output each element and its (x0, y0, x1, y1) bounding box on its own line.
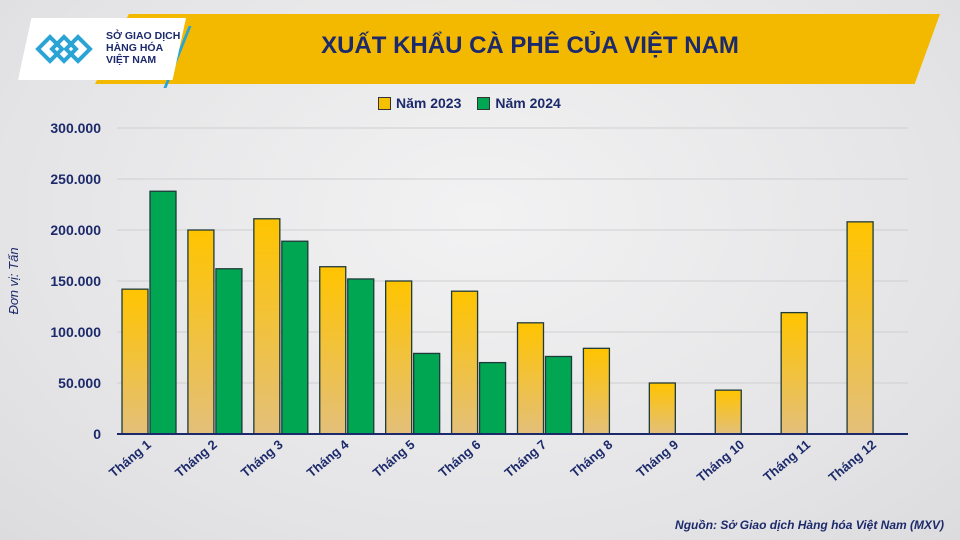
logo-line: VIỆT NAM (106, 54, 157, 66)
bar-2023 (516, 322, 545, 435)
y-tick-label: 150.000 (50, 273, 101, 289)
x-tick-label: Tháng 4 (304, 436, 352, 480)
source-note: Nguồn: Sở Giao dịch Hàng hóa Việt Nam (M… (675, 518, 944, 532)
y-tick-label: 0 (93, 426, 101, 442)
bar-2023 (385, 280, 413, 435)
title-banner (95, 14, 940, 84)
x-tick-label: Tháng 12 (826, 437, 879, 485)
logo: SỞ GIAO DỊCH HÀNG HÓA VIỆT NAM (18, 18, 186, 80)
bar-2024 (347, 278, 375, 435)
y-tick-label: 300.000 (50, 120, 101, 136)
bar-2023 (121, 288, 149, 435)
x-tick-label: Tháng 3 (238, 437, 286, 481)
bar-2024 (149, 190, 177, 435)
bar-2023 (319, 266, 347, 435)
x-tick-label: Tháng 1 (106, 437, 154, 481)
bar-2023 (846, 221, 874, 435)
logo-line: SỞ GIAO DỊCH (106, 30, 181, 42)
y-tick-label: 250.000 (50, 171, 101, 187)
bar-2023 (450, 290, 479, 435)
legend-item: Năm 2023 (378, 95, 461, 111)
y-tick-label: 200.000 (50, 222, 101, 238)
x-tick-label: Tháng 7 (502, 437, 550, 481)
y-tick-label: 50.000 (58, 375, 101, 391)
legend: Năm 2023 Năm 2024 (378, 95, 561, 111)
x-tick-label: Tháng 11 (760, 437, 813, 485)
legend-item: Năm 2024 (477, 95, 561, 111)
legend-swatch (477, 96, 491, 110)
bar-2024 (544, 355, 573, 435)
page-title: XUẤT KHẨU CÀ PHÊ CỦA VIỆT NAM (321, 32, 739, 59)
bar-2023 (187, 229, 215, 435)
bar-2024 (478, 361, 507, 435)
bar-2023 (648, 382, 676, 435)
bar-2023 (714, 389, 742, 435)
x-tick-label: Tháng 5 (370, 437, 418, 481)
logo-icon (35, 34, 93, 64)
x-tick-label: Tháng 2 (172, 437, 220, 481)
y-tick-label: 100.000 (50, 324, 101, 340)
legend-swatch (378, 96, 391, 110)
x-tick-label: Tháng 6 (436, 437, 484, 481)
logo-line: HÀNG HÓA (106, 42, 164, 54)
legend-label: Năm 2023 (396, 95, 462, 111)
x-tick-label: Tháng 10 (694, 437, 747, 485)
bar-2024 (215, 268, 243, 435)
x-tick-label: Tháng 8 (567, 437, 615, 481)
bar-2023 (253, 218, 281, 435)
bar-2023 (780, 311, 808, 435)
bar-2024 (413, 352, 441, 435)
legend-label: Năm 2024 (495, 95, 561, 111)
bar-2023 (582, 347, 611, 435)
y-axis-label: Đơn vị: Tấn (6, 247, 21, 314)
x-tick-label: Tháng 9 (633, 437, 681, 481)
bar-2024 (281, 240, 309, 435)
logo-text: SỞ GIAO DỊCH HÀNG HÓA VIỆT NAM (106, 30, 180, 66)
